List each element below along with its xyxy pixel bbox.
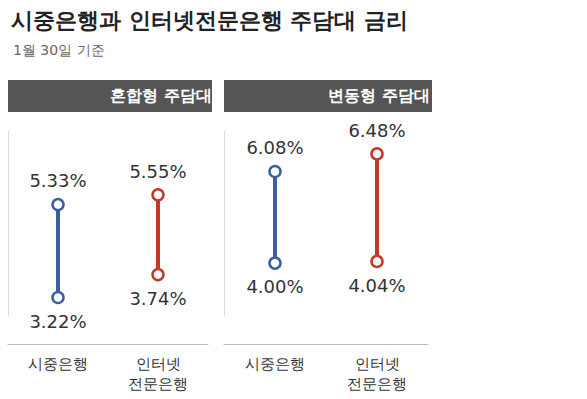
svg-text:시중은행과 인터넷전문은행 주담대 금리: 시중은행과 인터넷전문은행 주담대 금리 xyxy=(11,8,408,33)
svg-text:6.08%: 6.08% xyxy=(246,137,303,158)
svg-text:전문은행: 전문은행 xyxy=(128,375,188,393)
svg-text:4.04%: 4.04% xyxy=(348,275,405,296)
svg-text:6.48%: 6.48% xyxy=(348,120,405,141)
svg-text:인터넷: 인터넷 xyxy=(136,355,181,373)
svg-text:5.55%: 5.55% xyxy=(129,161,186,182)
svg-text:시중은행: 시중은행 xyxy=(245,355,305,373)
svg-text:시중은행: 시중은행 xyxy=(28,355,88,373)
svg-text:혼합형 주담대 금리: 혼합형 주담대 금리 xyxy=(110,85,250,105)
svg-text:3.22%: 3.22% xyxy=(29,311,86,332)
svg-text:인터넷: 인터넷 xyxy=(355,355,400,373)
svg-text:전문은행: 전문은행 xyxy=(347,375,407,393)
svg-text:4.00%: 4.00% xyxy=(246,276,303,297)
svg-text:1월 30일 기준: 1월 30일 기준 xyxy=(13,42,105,58)
svg-text:변동형 주담대 금리: 변동형 주담대 금리 xyxy=(328,86,467,105)
svg-text:5.33%: 5.33% xyxy=(29,170,86,191)
svg-text:3.74%: 3.74% xyxy=(129,288,186,309)
